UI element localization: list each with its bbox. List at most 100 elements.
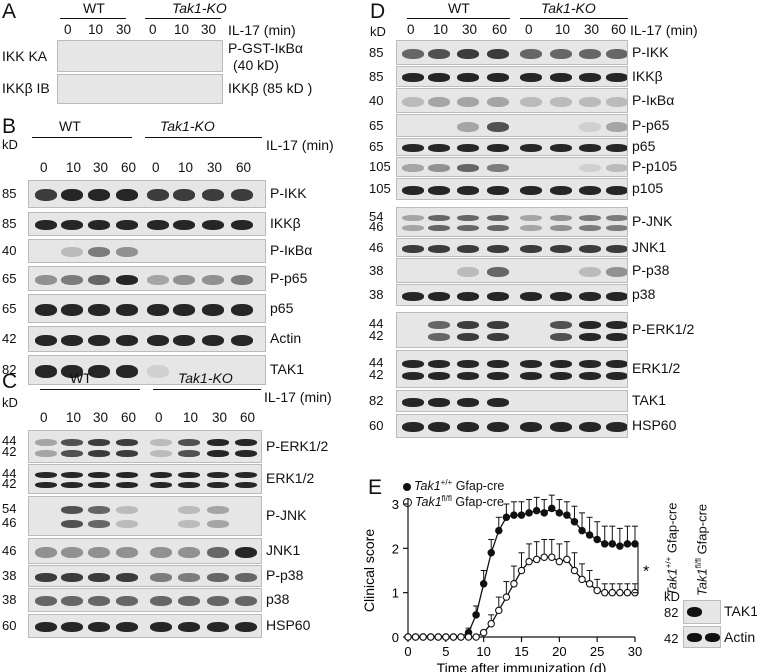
mw-b-1-0: 85 <box>2 216 17 231</box>
blot-c-row-4 <box>28 565 262 587</box>
significance-bracket <box>633 543 639 594</box>
data-point <box>623 588 632 597</box>
mw-d-13-0: 82 <box>369 393 384 408</box>
legend-sup-wt: +/+ <box>440 478 453 487</box>
band <box>61 364 83 378</box>
blot-e-label-actin: Actin <box>724 629 756 645</box>
band <box>88 472 110 478</box>
blot-d-row-4 <box>396 138 628 156</box>
band <box>88 364 110 378</box>
band <box>61 449 83 457</box>
band <box>606 48 627 59</box>
blot-c-row-5 <box>28 588 262 612</box>
band <box>35 303 57 316</box>
band <box>202 189 224 201</box>
band <box>178 438 200 446</box>
data-point <box>570 517 579 526</box>
group-underline-ko-d <box>520 18 628 19</box>
band <box>88 506 110 515</box>
band <box>207 572 229 582</box>
blot-label-d-11: P-ERK1/2 <box>632 321 695 337</box>
data-point <box>426 633 435 641</box>
panel-letter-c: C <box>2 370 18 393</box>
blot-d-row-11 <box>396 312 628 348</box>
blot-label-b-6: TAK1 <box>270 361 304 377</box>
blot-label-c-3: JNK1 <box>266 542 301 558</box>
x-tick-label: 5 <box>442 644 449 659</box>
band <box>178 596 200 606</box>
blot-label-d-6: p105 <box>632 180 664 196</box>
band <box>116 482 138 488</box>
band <box>150 438 172 446</box>
band <box>520 48 542 59</box>
band <box>202 334 224 346</box>
band <box>235 622 257 632</box>
band <box>173 220 195 230</box>
timepoint-b-0: 0 <box>40 160 48 175</box>
timepoint-b-5: 10 <box>178 160 194 175</box>
band <box>550 422 572 432</box>
band <box>457 333 479 341</box>
blot-a-ikkb <box>57 74 223 104</box>
band <box>606 215 627 221</box>
significance-star: * <box>643 563 649 580</box>
band <box>606 96 627 107</box>
band <box>207 622 229 632</box>
blot-d-row-1 <box>396 66 628 87</box>
band <box>235 546 257 558</box>
band <box>61 438 83 446</box>
band <box>457 144 479 152</box>
band <box>88 247 110 257</box>
mw-d-11-0: 44 <box>369 316 384 331</box>
blot-label-d-1: IKKβ <box>632 67 663 84</box>
mw-c-4-0: 38 <box>2 568 17 583</box>
panel-letter-e: E <box>368 476 383 499</box>
band <box>207 506 229 515</box>
timepoint-a-0: 0 <box>64 22 72 37</box>
band <box>147 334 169 346</box>
blot-label-d-2: P-IκBα <box>632 91 675 108</box>
blot-c-row-3 <box>28 538 262 564</box>
band <box>88 438 110 446</box>
mw-d-12-0: 44 <box>369 354 384 370</box>
data-point <box>608 588 617 597</box>
timepoint-a-2: 30 <box>116 22 132 37</box>
filled-circle-icon <box>403 482 411 491</box>
band <box>173 334 195 346</box>
timepoint-d-6: 30 <box>584 22 600 37</box>
blot-c-row-2 <box>28 496 262 536</box>
band <box>150 472 172 478</box>
blot-e-lane-wt-suffix: Gfap-cre <box>664 502 680 557</box>
data-point <box>442 633 450 641</box>
blot-d-row-8 <box>396 238 628 257</box>
blot-label-c-2: P-JNK <box>266 507 307 523</box>
mw-c-2-1: 46 <box>2 514 17 530</box>
band <box>550 144 572 152</box>
band <box>579 244 601 253</box>
band <box>579 372 601 381</box>
band <box>487 359 509 368</box>
x-tick-label: 25 <box>590 644 604 659</box>
band <box>606 225 627 231</box>
band <box>579 333 601 341</box>
x-tick-label: 15 <box>514 644 528 659</box>
band <box>579 121 601 132</box>
band <box>487 48 509 59</box>
blot-c-row-6 <box>28 614 262 638</box>
data-point <box>593 535 601 544</box>
data-point <box>593 586 601 595</box>
mw-d-11-1: 42 <box>369 328 384 343</box>
band <box>550 333 572 341</box>
mw-d-0-0: 85 <box>369 44 384 60</box>
data-point <box>585 531 594 539</box>
mw-b-6-0: 82 <box>2 362 17 377</box>
mw-d-1-0: 85 <box>369 68 384 84</box>
data-point <box>563 555 571 564</box>
band <box>231 274 253 285</box>
band <box>457 164 479 172</box>
row-label-ikk-ka: IKK KA <box>2 48 48 64</box>
group-label-wt-c: WT <box>70 370 92 386</box>
group-underline-wt-c <box>40 389 140 390</box>
band <box>116 303 138 316</box>
band <box>147 220 169 230</box>
